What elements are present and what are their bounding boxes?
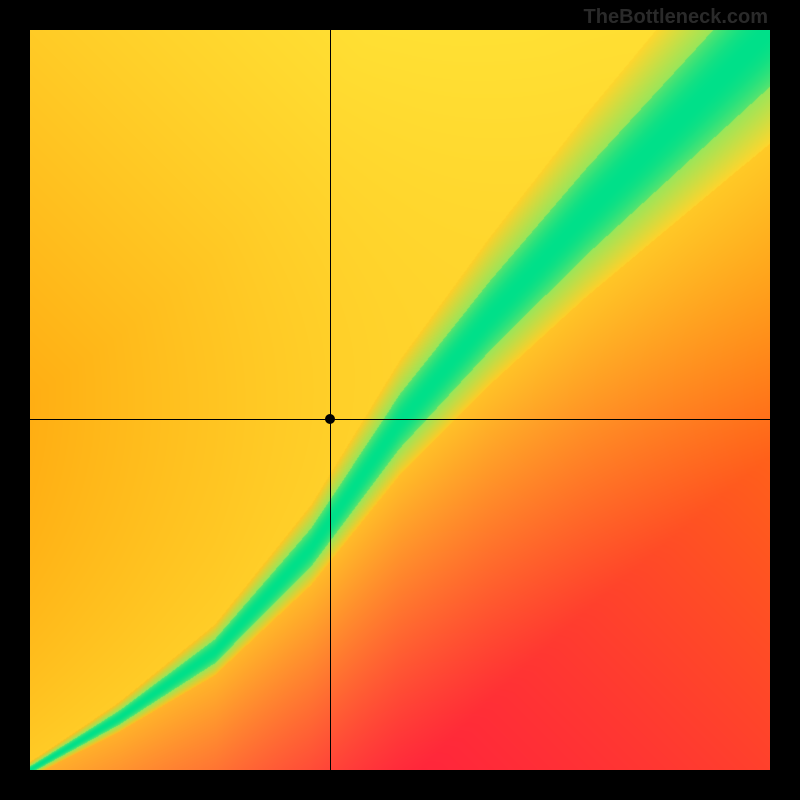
- chart-container: TheBottleneck.com: [0, 0, 800, 800]
- crosshair-vertical: [330, 30, 331, 770]
- marker-dot: [325, 414, 335, 424]
- crosshair-horizontal: [30, 419, 770, 420]
- attribution-text: TheBottleneck.com: [584, 6, 768, 29]
- bottleneck-heatmap: [30, 30, 770, 770]
- plot-area: [30, 30, 770, 770]
